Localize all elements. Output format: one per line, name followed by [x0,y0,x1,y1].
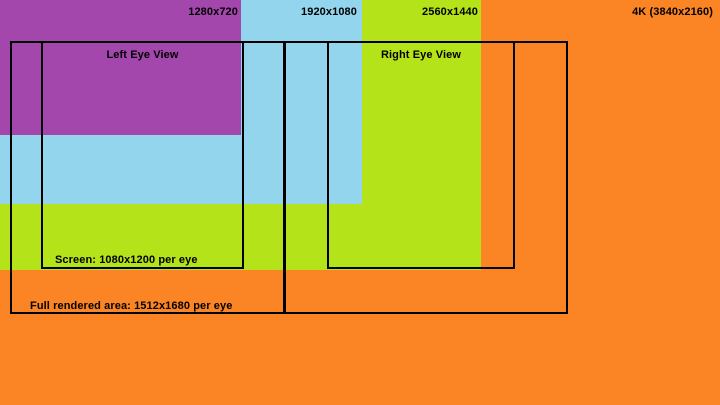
band-label-2560x1440: 2560x1440 [422,6,478,18]
full-rendered-area-label: Full rendered area: 1512x1680 per eye [30,300,233,312]
right-eye-view-box [327,41,515,269]
right-eye-view-label: Right Eye View [380,49,462,61]
screen-per-eye-label: Screen: 1080x1200 per eye [55,254,198,266]
band-label-1280x720: 1280x720 [188,6,238,18]
left-eye-view-box [41,41,244,269]
band-1280x720 [0,0,241,135]
left-eye-view-label: Left Eye View [106,49,179,61]
band-label-4k: 4K (3840x2160) [632,6,713,18]
band-label-1920x1080: 1920x1080 [301,6,357,18]
